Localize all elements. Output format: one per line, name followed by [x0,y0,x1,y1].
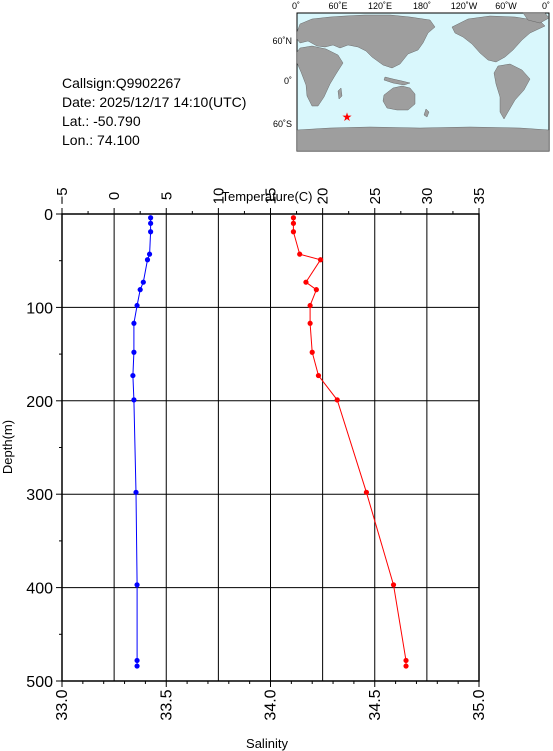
temperature-axis-label: Temperature(C) [221,189,312,204]
map-lat-label: 0˚ [284,76,292,86]
salinity-tick-label: 33.0 [54,689,71,720]
salinity-data-point [290,229,297,235]
plot-series [130,215,409,669]
map-lat-label: 60˚N [272,36,292,46]
indonesia-islands [383,76,411,86]
salinity-data-point [307,320,313,326]
salinity-data-point [390,582,397,588]
temperature-data-point [144,257,151,263]
depth-tick-label: 100 [26,300,53,317]
salinity-tick-label: 34.0 [263,689,280,720]
temperature-tick-label: 15 [263,188,280,205]
salinity-data-point [290,215,297,221]
antarctica-landmass [296,126,550,152]
africa-landmass [296,45,344,107]
map-lon-label: 60˚W [495,1,517,11]
temperature-data-point [130,372,136,379]
map-lon-label: 120˚E [368,1,392,11]
map-lon-label: 60˚E [328,1,347,11]
salinity-tick-label: 35.0 [471,689,488,720]
map-lat-label: 60˚S [273,119,292,129]
australia-landmass [382,85,416,111]
temperature-data-point [148,215,154,221]
salinity-profile-line [292,217,407,667]
map-left-labels: 60˚N 0˚ 60˚S [272,36,292,129]
new-zealand-island [423,108,430,118]
latitude-text: Lat.: -50.790 [62,113,141,129]
map-land [296,12,550,152]
temperature-profile-line [132,217,152,667]
temperature-tick-label: 0 [106,192,123,200]
temperature-tick-label: 35 [471,188,488,205]
temperature-data-point [134,302,140,309]
map-top-labels: 0˚ 60˚E 120˚E 180˚ 120˚W 60˚W 0˚ [292,1,550,11]
temperature-tick-label: 30 [419,188,436,205]
salinity-data-point [313,287,319,293]
north-america-landmass [451,15,546,63]
temperature-tick-label: −5 [54,187,71,204]
temperature-tick-label: 25 [367,188,384,205]
temperature-tick-label: 10 [210,188,227,205]
callsign-text: Callsign:Q9902267 [62,75,181,91]
salinity-data-point [309,349,315,355]
depth-tick-label: 200 [26,394,53,411]
salinity-data-point [334,397,340,403]
float-info: Callsign:Q9902267 Date: 2025/12/17 14:10… [62,75,246,148]
salinity-data-point [403,663,409,669]
depth-axis-label: Depth(m) [0,420,15,474]
salinity-data-point [290,220,297,226]
salinity-data-point [315,372,322,379]
salinity-tick-label: 34.5 [367,689,384,720]
map-lon-label: 0˚ [292,1,300,11]
temperature-data-point [140,279,146,285]
salinity-data-point [317,257,324,263]
salinity-data-point [307,302,313,309]
temperature-tick-label: 5 [158,192,175,200]
salinity-tick-label: 33.5 [158,689,175,720]
salinity-data-point [363,489,370,495]
depth-tick-label: 500 [26,674,53,691]
temperature-data-point [131,320,137,326]
map-lon-label: 180˚ [413,1,431,11]
salinity-axis-label: Salinity [246,736,288,751]
madagascar-island [337,87,343,100]
date-text: Date: 2025/12/17 14:10(UTC) [62,94,246,110]
greenland-landmass [522,12,550,24]
longitude-text: Lon.: 74.100 [62,132,140,148]
salinity-data-point [403,657,409,664]
temperature-data-point [134,663,140,669]
plot-grid [61,214,480,681]
eurasia-landmass [296,14,436,69]
salinity-data-point [297,251,303,257]
salinity-data-point [303,279,309,285]
temperature-data-point [131,397,137,403]
depth-tick-label: 0 [44,207,53,224]
temperature-data-point [134,657,140,664]
temperature-data-point [133,489,139,495]
map-lon-label: 120˚W [451,1,478,11]
float-marker: ★ [342,110,353,124]
temperature-data-point [148,220,154,226]
map-lon-label: 0˚ [542,1,550,11]
temperature-data-point [148,229,154,235]
depth-tick-label: 300 [26,487,53,504]
temperature-tick-label: 20 [315,188,332,205]
depth-tick-label: 400 [26,581,53,598]
temperature-data-point [134,582,140,588]
temperature-data-point [131,349,137,355]
temperature-data-point [137,287,143,293]
south-america-landmass [493,63,531,120]
location-map: ★ 0˚ 60˚E 120˚E 180˚ 120˚W 60˚W 0˚ 60˚N … [272,1,550,152]
temperature-data-point [146,251,153,257]
